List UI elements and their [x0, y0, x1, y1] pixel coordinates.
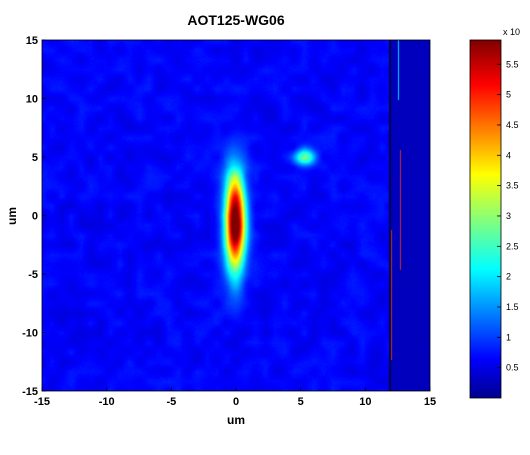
heatmap-image — [42, 40, 430, 391]
x-tick-label: 0 — [233, 396, 239, 408]
x-tick-label: 5 — [298, 396, 304, 408]
colorbar-gradient — [469, 39, 502, 399]
x-tick-label: -10 — [99, 396, 115, 408]
colorbar-tick-label: 2.5 — [506, 241, 519, 251]
colorbar-multiplier: x 10 — [503, 27, 520, 37]
y-tick-label: -10 — [22, 328, 38, 340]
y-tick-label: 10 — [26, 94, 38, 106]
x-tick-label: 10 — [359, 396, 371, 408]
colorbar: x 10 5.5 5 4.5 4 3.5 3 2.5 2 1.5 1 0.5 — [469, 27, 520, 399]
y-axis-ticks: 15 10 5 0 -5 -10 -15 — [22, 35, 46, 398]
colorbar-tick-label: 1.5 — [506, 302, 519, 312]
y-tick-label: -15 — [22, 386, 38, 398]
colorbar-tick-label: 2 — [506, 272, 511, 282]
chart-title: AOT125-WG06 — [187, 12, 284, 28]
x-tick-label: -15 — [34, 396, 50, 408]
y-tick-label: 0 — [32, 211, 38, 223]
y-axis-label: um — [5, 207, 19, 225]
colorbar-tick-label: 3 — [506, 211, 511, 221]
colorbar-tick-label: 4.5 — [506, 120, 519, 130]
x-tick-label: -5 — [166, 396, 176, 408]
colorbar-tick-label: 3.5 — [506, 181, 519, 191]
colorbar-tick-label: 0.5 — [506, 363, 519, 373]
colorbar-tick-label: 5.5 — [506, 59, 519, 69]
y-tick-label: 15 — [26, 35, 38, 47]
x-axis-label: um — [227, 413, 245, 427]
x-tick-label: 15 — [424, 396, 436, 408]
colorbar-ticks: 5.5 5 4.5 4 3.5 3 2.5 2 1.5 1 0.5 — [497, 59, 519, 373]
colorbar-tick-label: 4 — [506, 150, 511, 160]
colorbar-tick-label: 1 — [506, 332, 511, 342]
x-axis-ticks: -15 -10 -5 0 5 10 15 — [34, 387, 436, 408]
y-tick-label: 5 — [32, 152, 38, 164]
colorbar-tick-label: 5 — [506, 90, 511, 100]
y-tick-label: -5 — [28, 269, 38, 281]
heatmap-plot-area — [42, 40, 430, 391]
